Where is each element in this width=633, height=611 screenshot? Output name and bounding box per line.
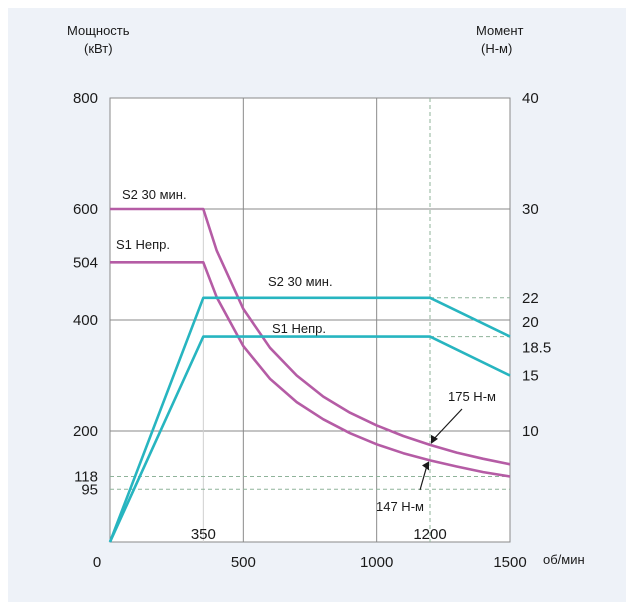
reference-dashed-lines: [110, 98, 510, 542]
annotations: 175 Н-м 147 Н-м: [376, 389, 496, 514]
left-tick-0: 0: [93, 554, 101, 571]
series-label-torque-s1: S1 Непр.: [116, 237, 170, 252]
series-lines: S2 30 мин. S1 Непр. S2 30 мин. S1 Непр.: [108, 187, 511, 543]
series-label-power-s1: S1 Непр.: [272, 321, 326, 336]
annotation-arrow-147-line: [419, 465, 428, 491]
x-tick-1200: 1200: [413, 526, 446, 543]
right-tick-40: 40: [522, 90, 539, 107]
right-tick-18-5: 18.5: [522, 340, 551, 357]
right-tick-15: 15: [522, 368, 539, 385]
annotation-arrow-175-head: [431, 434, 438, 444]
left-tick-400: 400: [73, 312, 98, 329]
annotation-arrow-175-line: [432, 408, 463, 441]
right-tick-30: 30: [522, 201, 539, 218]
x-tick-500: 500: [231, 554, 256, 571]
x-tick-1500: 1500: [493, 554, 526, 571]
right-tick-22: 22: [522, 290, 539, 307]
left-tick-504: 504: [73, 254, 98, 271]
left-tick-95: 95: [81, 481, 98, 498]
right-axis-title-line1: Момент: [476, 23, 524, 38]
series-label-torque-s2: S2 30 мин.: [122, 187, 187, 202]
left-axis-title-line1: Мощность: [67, 23, 130, 38]
x-tick-1000: 1000: [360, 554, 393, 571]
left-tick-118: 118: [74, 469, 98, 486]
right-tick-20: 20: [522, 314, 539, 331]
right-axis-title-line2: (Н-м): [481, 41, 512, 56]
series-line-torque-0: [110, 207, 511, 466]
series-line-power-2: [108, 296, 511, 543]
left-axis-title-line2: (кВт): [84, 41, 113, 56]
left-tick-200: 200: [73, 423, 98, 440]
x-axis-unit: об/мин: [543, 552, 585, 567]
series-line-torque-1: [110, 260, 511, 478]
left-tick-600: 600: [73, 201, 98, 218]
annotation-175: 175 Н-м: [448, 389, 496, 404]
left-tick-800: 800: [73, 90, 98, 107]
right-tick-10: 10: [522, 423, 539, 440]
series-line-power-3: [108, 335, 511, 543]
series-label-power-s2: S2 30 мин.: [268, 274, 333, 289]
x-tick-350: 350: [191, 526, 216, 543]
annotation-arrow-147-head: [422, 461, 429, 471]
annotation-147: 147 Н-м: [376, 499, 424, 514]
